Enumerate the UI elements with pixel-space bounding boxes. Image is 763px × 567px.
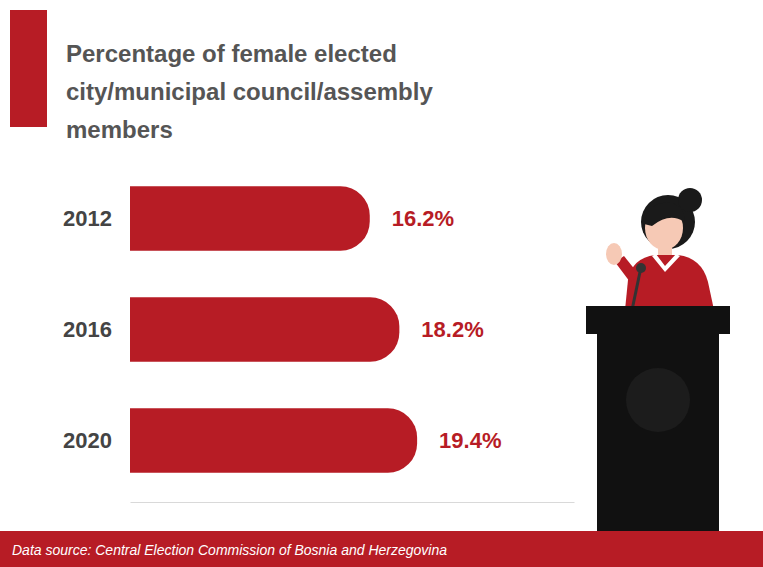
podium-emblem	[626, 368, 690, 432]
fringe	[644, 203, 684, 226]
body	[625, 255, 714, 310]
podium	[597, 334, 719, 548]
data-labels: 16.2% 18.2% 19.4%	[392, 206, 502, 453]
bars	[130, 186, 417, 472]
hand	[606, 243, 622, 265]
tick-label: 2016	[63, 317, 112, 342]
bar	[130, 297, 399, 361]
mic	[636, 263, 646, 273]
hair-bun	[678, 188, 702, 212]
x-axis	[131, 502, 575, 503]
collar	[652, 254, 680, 272]
data-label: 16.2%	[392, 206, 454, 231]
source: Data source: Central Election Commission…	[12, 542, 447, 558]
podium-top	[586, 306, 730, 334]
bar	[130, 186, 370, 250]
y-axis: 2012 2016 2020	[63, 206, 112, 453]
chart: Percentage of female electedcity/municip…	[0, 0, 763, 567]
bar	[130, 408, 417, 472]
tick: 2012	[63, 206, 112, 231]
tick-label: 2012	[63, 206, 112, 231]
title-accent	[10, 10, 47, 127]
data-label: 18.2%	[421, 317, 483, 342]
title: Percentage of female electedcity/municip…	[66, 40, 433, 143]
mic-stand	[632, 272, 640, 310]
source-band	[0, 531, 763, 567]
tick-label: 2020	[63, 428, 112, 453]
illustration	[586, 188, 730, 549]
tick: 2020	[63, 428, 112, 453]
data-label: 19.4%	[439, 428, 501, 453]
x-axis-line	[131, 502, 575, 503]
tick: 2016	[63, 317, 112, 342]
